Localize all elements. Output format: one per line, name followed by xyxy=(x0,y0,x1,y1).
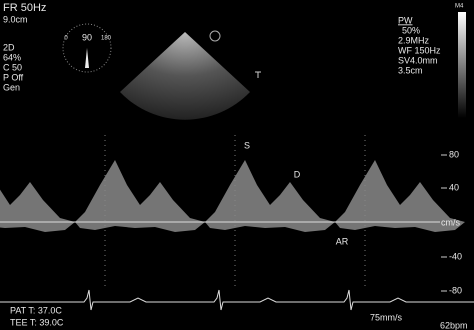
pw-frequency: 2.9MHz xyxy=(398,35,430,45)
sample-volume: SV4.0mm xyxy=(398,55,438,65)
time-markers xyxy=(104,135,366,290)
preset: Gen xyxy=(3,82,20,92)
scale-label: 80 xyxy=(449,149,459,159)
compression: C 50 xyxy=(3,62,22,72)
grayscale-label: M4 xyxy=(455,4,464,10)
scale-unit: cm/s xyxy=(441,217,460,227)
scale-label: -40 xyxy=(449,251,462,261)
angle-max: 180 xyxy=(101,36,112,42)
label-d: D xyxy=(294,169,301,179)
angle-dial xyxy=(62,23,112,73)
ecg-trace xyxy=(0,289,474,311)
label-ar: AR xyxy=(336,236,349,246)
pw-gain: 50% xyxy=(402,25,420,35)
scale-ticks xyxy=(441,154,447,292)
mode: 2D xyxy=(3,42,15,52)
power: P Off xyxy=(3,72,24,82)
sector-image xyxy=(120,32,250,120)
orientation-marker xyxy=(209,30,221,42)
wall-filter: WF 150Hz xyxy=(398,45,441,55)
pw-mode: PW xyxy=(398,15,413,25)
cursor-mark xyxy=(255,71,261,78)
probe-temp: TEE T: 39.0C xyxy=(10,317,64,327)
heart-rate: 62bpm xyxy=(440,320,468,330)
sweep-speed: 75mm/s xyxy=(370,312,403,322)
depth: 9.0cm xyxy=(3,14,28,24)
gain: 64% xyxy=(3,52,21,62)
scale-label: 40 xyxy=(449,182,459,192)
angle-value: 90 xyxy=(82,32,92,42)
angle-min: 0 xyxy=(64,36,68,42)
frame-rate: FR 50Hz xyxy=(3,2,46,14)
gate-depth: 3.5cm xyxy=(398,65,423,75)
scale-label: -80 xyxy=(449,285,462,295)
angle-needle xyxy=(85,48,89,68)
grayscale-bar xyxy=(458,12,466,118)
patient-temp: PAT T: 37.0C xyxy=(10,305,62,315)
label-s: S xyxy=(244,140,250,150)
